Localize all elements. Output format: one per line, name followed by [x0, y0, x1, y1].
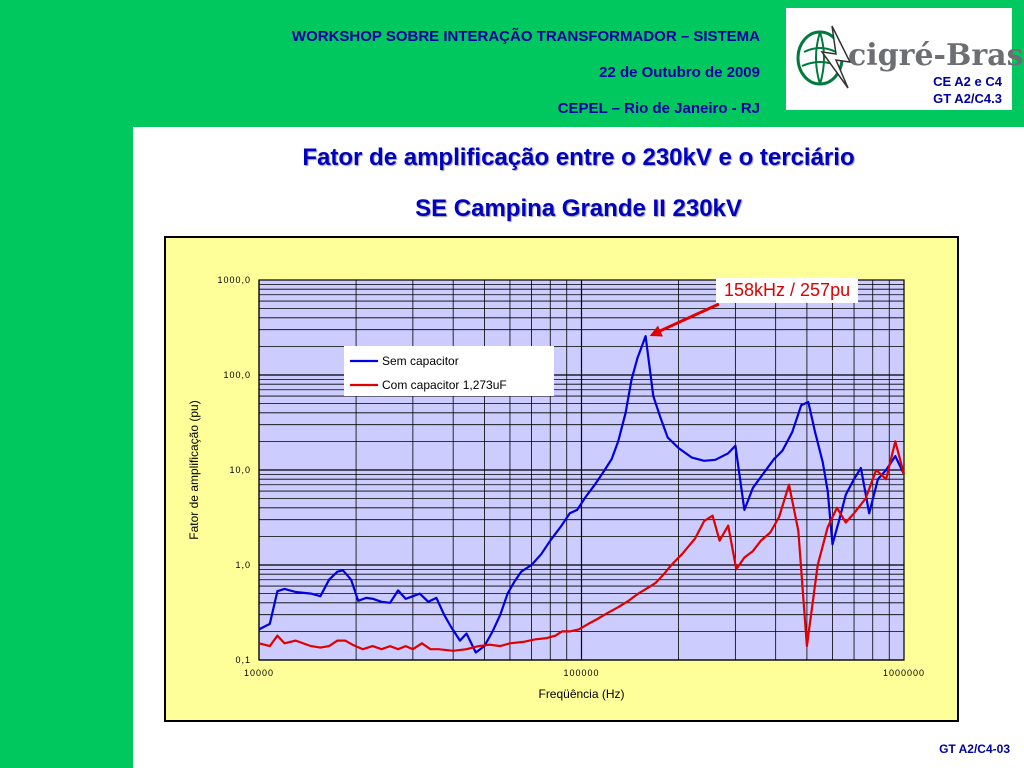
amplification-chart: 0,1 1,0 10,0 100,0 1000,0 10000 100000 1000000 F…	[187, 275, 925, 701]
y-tick-label: 0,1	[235, 655, 251, 665]
x-axis-label: Freqüência (Hz)	[538, 687, 624, 701]
slide-subtitle: SE Campina Grande II 230kV	[415, 195, 742, 222]
header-line-1: WORKSHOP SOBRE INTERAÇÃO TRANSFORMADOR –…	[291, 28, 760, 45]
header-line-2: 22 de Outubro de 2009	[599, 64, 760, 81]
y-tick-label: 1000,0	[217, 275, 251, 285]
y-axis-label: Fator de amplificação (pu)	[187, 400, 201, 539]
series-line-0	[258, 335, 905, 654]
x-tick-label: 100000	[563, 668, 599, 678]
chart-frame: 0,1 1,0 10,0 100,0 1000,0 10000 100000 1000000 F…	[164, 236, 959, 722]
y-tick-label: 100,0	[223, 370, 251, 380]
series-line-1	[258, 440, 906, 652]
header-line-3: CEPEL – Rio de Janeiro - RJ	[557, 100, 760, 117]
cigre-logo: cigré-Brasil CE A2 e C4 GT A2/C4.3	[786, 8, 1024, 110]
y-tick-label: 1,0	[235, 560, 251, 570]
cigre-emblem-icon	[796, 25, 852, 89]
logo-subtitle-2: GT A2/C4.3	[933, 91, 1002, 106]
logo-subtitle-1: CE A2 e C4	[933, 74, 1002, 89]
logo-text: cigré-Brasil	[848, 38, 1024, 73]
legend-box	[344, 346, 554, 396]
footer-label: GT A2/C4-03	[939, 742, 1010, 756]
legend-label: Sem capacitor	[382, 354, 459, 368]
annotation-arrow-shaft	[656, 302, 720, 334]
sidebar-band	[0, 0, 133, 768]
x-tick-label: 1000000	[883, 668, 925, 678]
y-tick-label: 10,0	[229, 465, 251, 475]
peak-annotation: 158kHz / 257pu	[716, 278, 859, 303]
annotation-arrow-head	[649, 325, 663, 337]
legend-label: Com capacitor 1,273uF	[382, 378, 507, 392]
header-band: WORKSHOP SOBRE INTERAÇÃO TRANSFORMADOR –…	[0, 0, 1024, 127]
slide-title: Fator de amplificação entre o 230kV e o …	[302, 144, 855, 171]
x-tick-label: 10000	[244, 668, 274, 678]
